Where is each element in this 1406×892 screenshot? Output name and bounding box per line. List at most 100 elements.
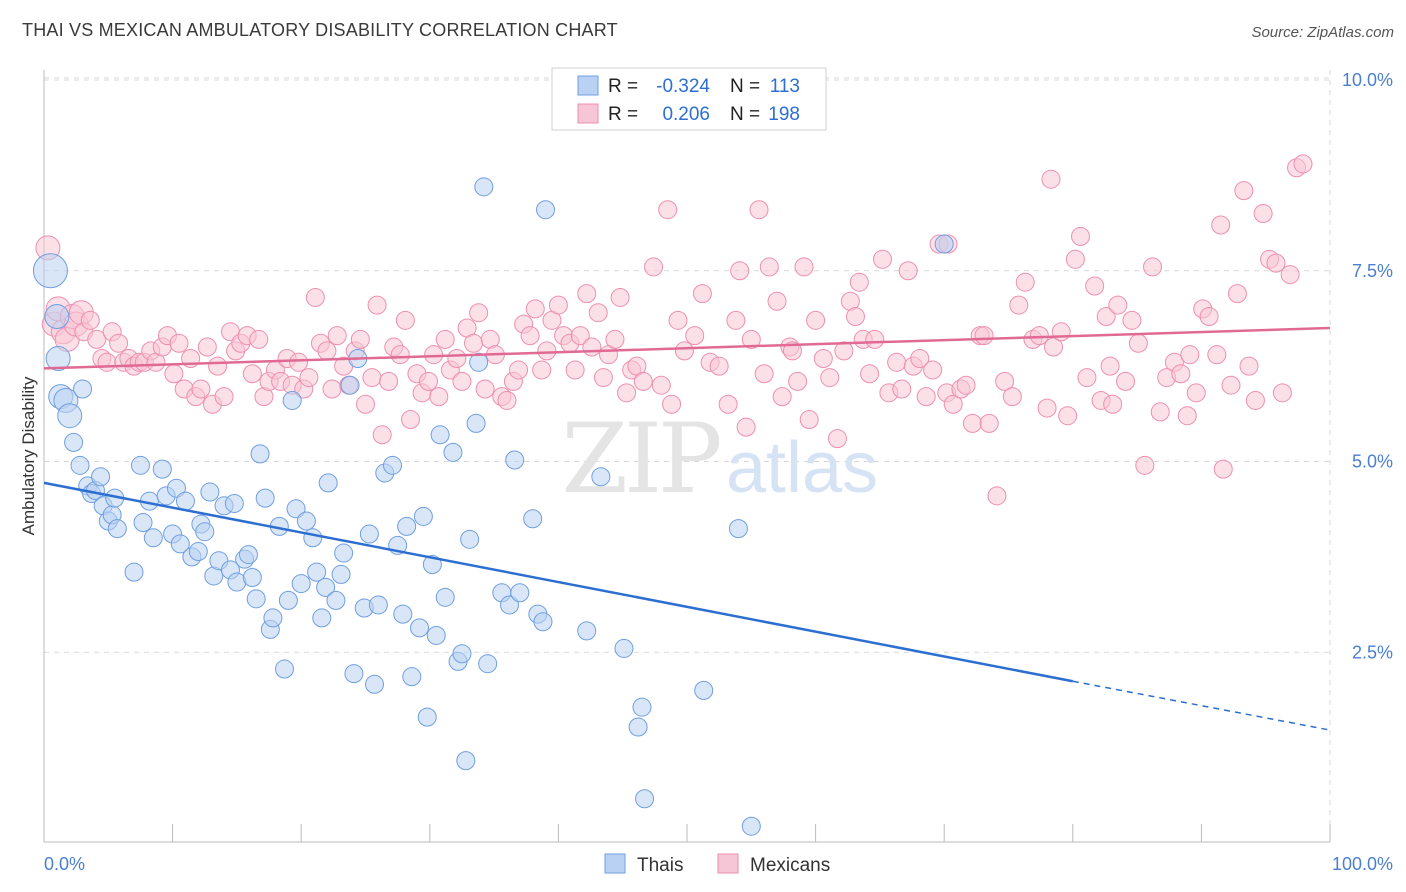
thais-legend-swatch xyxy=(577,75,599,96)
thais-point xyxy=(632,697,652,717)
thais-points xyxy=(32,177,954,836)
mexicans-point xyxy=(1103,394,1123,414)
thais-point xyxy=(107,519,127,539)
thais-point xyxy=(577,621,597,641)
mexicans-point xyxy=(782,341,802,361)
mexicans-point xyxy=(1085,276,1105,296)
mexicans-point xyxy=(741,329,761,349)
mexicans-point xyxy=(469,303,489,323)
mexicans-point xyxy=(317,341,337,361)
mexicans-point xyxy=(799,410,819,430)
mexicans-point xyxy=(191,379,211,399)
watermark-atlas: atlas xyxy=(726,428,878,508)
mexicans-point xyxy=(658,200,678,220)
thais-point xyxy=(250,444,270,464)
mexicans-point xyxy=(548,295,568,315)
thais-point xyxy=(274,659,294,679)
watermark: ZIP atlas xyxy=(561,403,878,515)
thais-point xyxy=(291,574,311,594)
mexicans-point xyxy=(1293,154,1313,174)
mexicans-point xyxy=(164,364,184,384)
thais-point xyxy=(694,680,714,700)
thais-point xyxy=(91,467,111,487)
thais-point xyxy=(166,478,186,498)
mexicans-point xyxy=(242,364,262,384)
mexicans-point xyxy=(532,360,552,380)
thais-point xyxy=(536,200,556,220)
mexicans-point xyxy=(97,352,117,372)
thais-point xyxy=(175,491,195,511)
mexicans-trend-line xyxy=(43,326,1331,370)
mexicans-point xyxy=(827,429,847,449)
mexicans-point xyxy=(1171,364,1191,384)
source-credit: Source: ZipAtlas.com xyxy=(1251,24,1394,41)
mexicans-point xyxy=(429,387,449,407)
mexicans-point xyxy=(390,345,410,365)
thais-series-swatch xyxy=(604,853,626,874)
mexicans-point xyxy=(1143,257,1163,277)
mexicans-point xyxy=(1100,356,1120,376)
mexicans-point xyxy=(582,337,602,357)
mexicans-point xyxy=(87,329,107,349)
thais-point xyxy=(368,595,388,615)
thais-point xyxy=(728,519,748,539)
thais-point xyxy=(242,567,262,587)
mexicans-point xyxy=(872,249,892,269)
thais-point xyxy=(133,513,153,533)
thais-point xyxy=(426,625,446,645)
thais-point xyxy=(143,528,163,548)
mexicans-point xyxy=(1044,337,1064,357)
y-tick-label: 7.5% xyxy=(1352,261,1393,281)
mexicans-point xyxy=(565,360,585,380)
mexicans-point xyxy=(987,486,1007,506)
mexicans-point xyxy=(1051,322,1071,342)
mexicans-point xyxy=(730,261,750,281)
thais-point xyxy=(435,587,455,607)
watermark-zip: ZIP xyxy=(561,403,720,515)
thais-point xyxy=(73,379,93,399)
thais-point xyxy=(307,562,327,582)
thais-point xyxy=(359,524,379,544)
mexicans-point xyxy=(974,326,994,346)
mexicans-point xyxy=(197,337,217,357)
mexicans-point xyxy=(736,417,756,437)
mexicans-point xyxy=(372,425,392,445)
chart-title: THAI VS MEXICAN AMBULATORY DISABILITY CO… xyxy=(22,20,618,40)
mexicans-point xyxy=(692,284,712,304)
series-legend: Thais Mexicans xyxy=(604,853,830,876)
mexicans-point xyxy=(1009,295,1029,315)
mexicans-point xyxy=(350,329,370,349)
thais-point xyxy=(614,638,634,658)
mexicans-point xyxy=(1002,387,1022,407)
mexicans-point xyxy=(1280,265,1300,285)
trend-lines xyxy=(43,326,1331,731)
mexicans-point xyxy=(1037,398,1057,418)
x-tick-label-max: 100.0% xyxy=(1332,854,1393,874)
thais-point xyxy=(255,488,275,508)
mexicans-point xyxy=(772,387,792,407)
mexicans-point xyxy=(1135,455,1155,475)
mexicans-point xyxy=(860,364,880,384)
thais-point xyxy=(152,459,172,479)
mexicans-point xyxy=(577,284,597,304)
mexicans-point xyxy=(754,364,774,384)
mexicans-point xyxy=(1058,406,1078,426)
thais-point xyxy=(533,612,553,632)
mexicans-point xyxy=(1180,345,1200,365)
mexicans-point xyxy=(1077,368,1097,388)
thais-point xyxy=(460,529,480,549)
thais-point xyxy=(303,528,323,548)
mexicans-point xyxy=(887,352,907,372)
mexicans-n-value: 198 xyxy=(768,104,800,125)
mexicans-point xyxy=(610,287,630,307)
mexicans-point xyxy=(1253,204,1273,224)
mexicans-point xyxy=(1186,383,1206,403)
thais-point xyxy=(124,562,144,582)
mexicans-point xyxy=(1015,272,1035,292)
mexicans-point xyxy=(1221,375,1241,395)
mexicans-point xyxy=(1266,253,1286,273)
mexicans-point xyxy=(1239,356,1259,376)
thais-point xyxy=(344,664,364,684)
mexicans-point xyxy=(709,356,729,376)
